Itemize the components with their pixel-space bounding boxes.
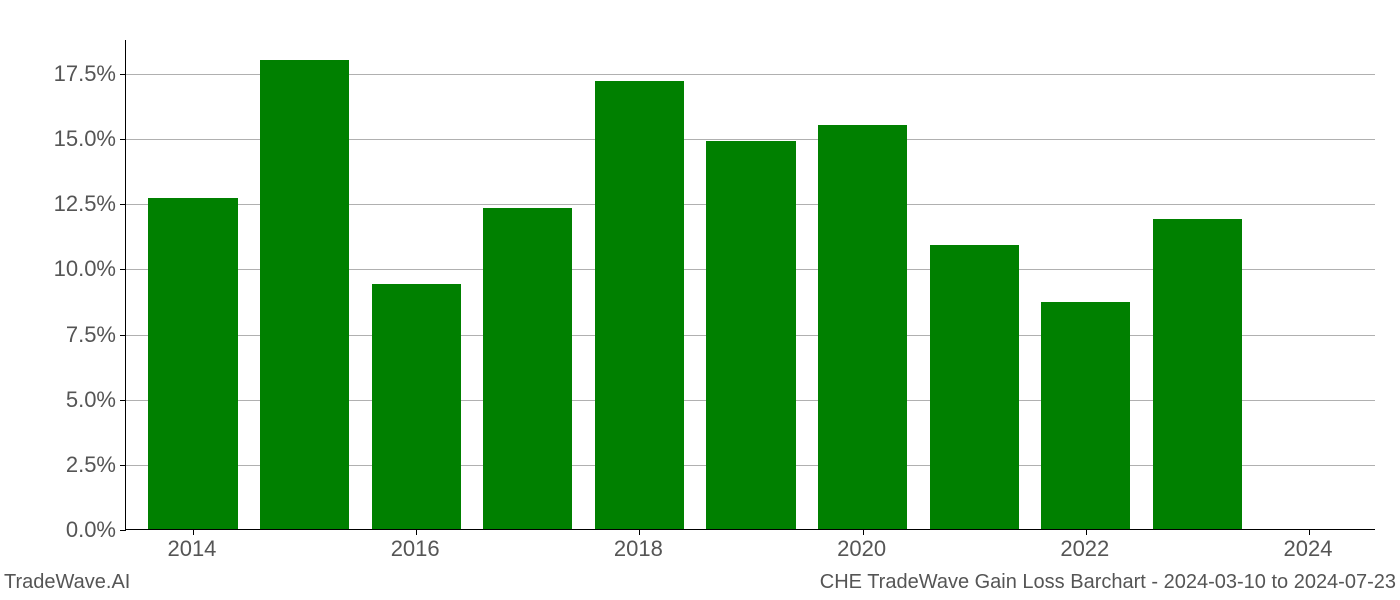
x-tick-mark [193, 529, 194, 535]
x-tick-label: 2024 [1284, 536, 1333, 562]
y-tick-label: 2.5% [66, 452, 116, 478]
x-tick-mark [416, 529, 417, 535]
y-tick-label: 10.0% [54, 256, 116, 282]
bar [595, 81, 684, 529]
y-tick-mark [120, 204, 126, 205]
chart-container: TradeWave.AI CHE TradeWave Gain Loss Bar… [0, 0, 1400, 600]
x-tick-label: 2018 [614, 536, 663, 562]
y-tick-mark [120, 465, 126, 466]
x-tick-mark [1309, 529, 1310, 535]
bar [260, 60, 349, 529]
bar [483, 208, 572, 529]
y-tick-mark [120, 400, 126, 401]
x-tick-label: 2016 [391, 536, 440, 562]
plot-area [125, 40, 1375, 530]
y-tick-label: 12.5% [54, 191, 116, 217]
x-tick-mark [1086, 529, 1087, 535]
y-tick-label: 17.5% [54, 61, 116, 87]
bar [818, 125, 907, 529]
y-tick-mark [120, 139, 126, 140]
bar [706, 141, 795, 529]
footer-left-brand: TradeWave.AI [4, 571, 130, 594]
bar [372, 284, 461, 529]
bar [1153, 219, 1242, 529]
y-tick-mark [120, 530, 126, 531]
x-tick-mark [639, 529, 640, 535]
y-tick-label: 5.0% [66, 387, 116, 413]
y-tick-label: 7.5% [66, 322, 116, 348]
x-tick-mark [863, 529, 864, 535]
y-tick-mark [120, 335, 126, 336]
y-tick-label: 15.0% [54, 126, 116, 152]
bar [930, 245, 1019, 529]
bar [148, 198, 237, 529]
bar [1041, 302, 1130, 529]
footer-right-caption: CHE TradeWave Gain Loss Barchart - 2024-… [820, 571, 1396, 594]
y-tick-mark [120, 269, 126, 270]
x-tick-label: 2020 [837, 536, 886, 562]
x-tick-label: 2022 [1060, 536, 1109, 562]
x-tick-label: 2014 [167, 536, 216, 562]
y-tick-mark [120, 74, 126, 75]
y-tick-label: 0.0% [66, 517, 116, 543]
